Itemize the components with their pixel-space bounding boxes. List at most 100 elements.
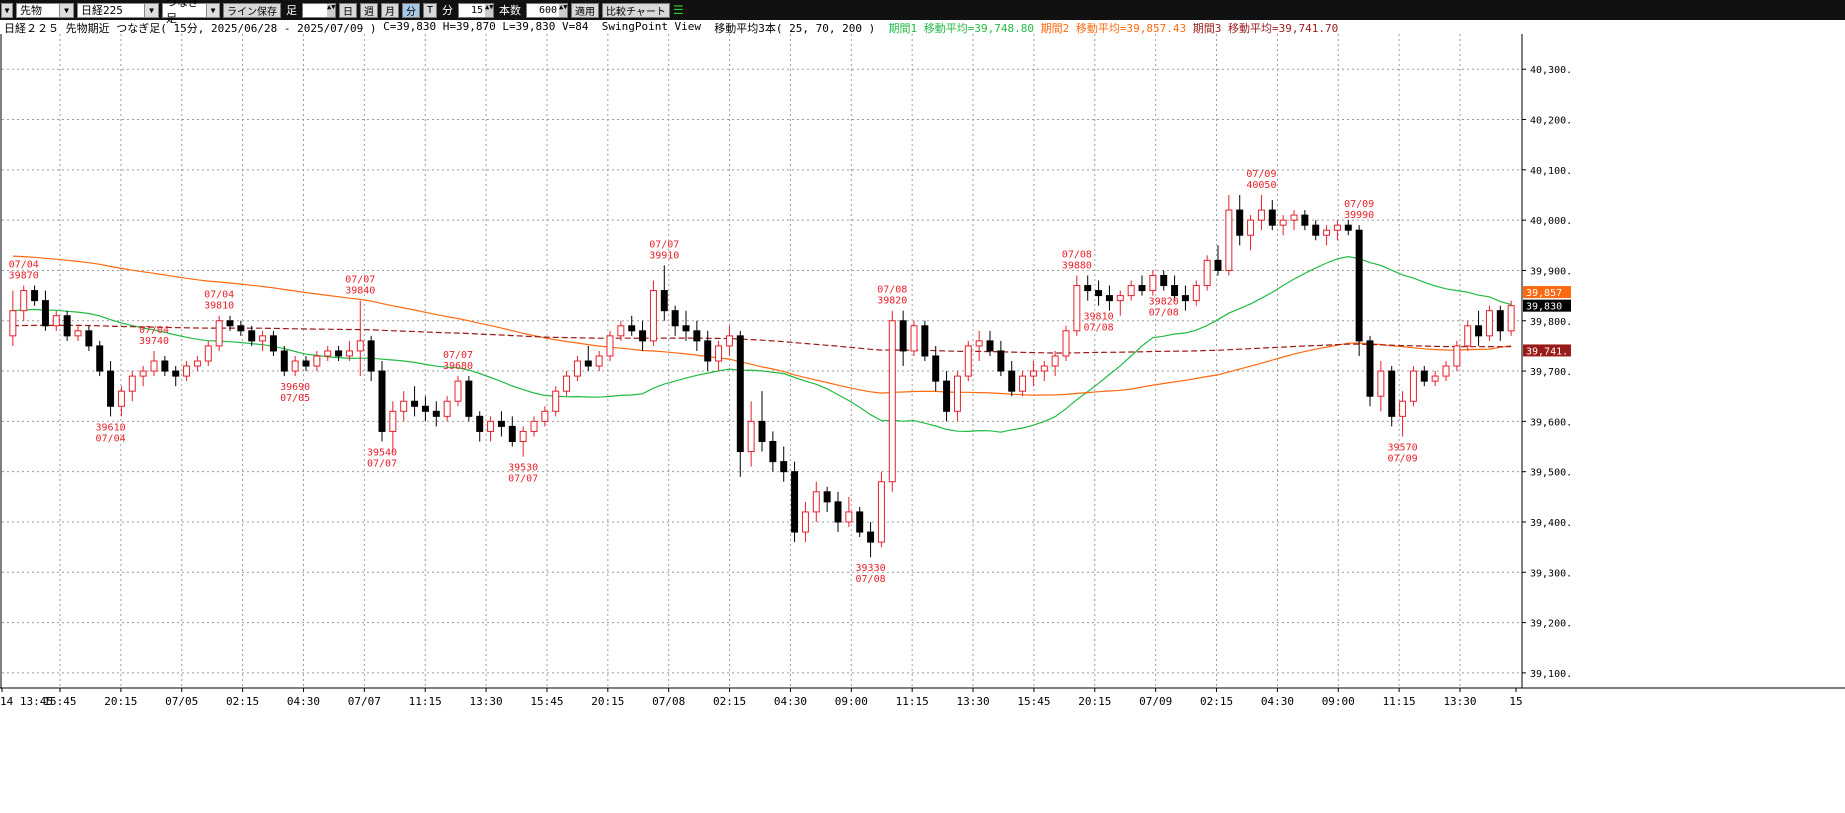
candle-body [443,400,451,417]
bar-spinner[interactable]: ▲▼ [302,2,336,18]
x-tick-label: 02:15 [1200,695,1233,708]
candle-body [573,360,581,377]
save-line-button[interactable]: ライン保存 [223,2,281,18]
menu-lines-icon[interactable]: ☰ [672,3,684,17]
y-tick-label: 39,700. [1530,367,1572,378]
candle-body [986,340,994,352]
candle-body [1019,375,1027,392]
candle-body [747,420,755,453]
candle-body [226,320,234,327]
candle-body [1084,285,1092,292]
candle-body [628,325,636,332]
swing-label-line2: 39990 [1344,210,1374,221]
candle-body [649,290,657,342]
candle-body [1073,285,1081,332]
month-button[interactable]: 月 [381,2,399,18]
candle-body [563,375,571,392]
candle-body [801,511,809,533]
compare-chart-button[interactable]: 比較チャート [602,2,670,18]
interval-input[interactable]: 15 ▲▼ [458,2,495,18]
x-tick-label: 13:30 [956,695,989,708]
swing-label-line2: 39680 [443,361,473,372]
candle-body [150,360,158,372]
market-select[interactable]: ▼ [1,2,13,18]
candle-body [1171,285,1179,297]
week-button[interactable]: 週 [360,2,378,18]
candle-body [465,380,473,417]
candle-body [899,320,907,352]
day-button[interactable]: 日 [339,2,357,18]
candle-body [671,310,679,327]
chevron-down-icon: ▼ [144,3,158,17]
candle-body [530,420,538,432]
apply-button[interactable]: 適用 [571,2,600,18]
bars-input[interactable]: 600 ▲▼ [526,2,569,18]
price-tag-label: 39,857 [1526,288,1562,299]
candle-body [1116,295,1124,302]
candle-body [1431,375,1439,382]
swing-label-line1: 39530 [508,463,538,474]
x-tick-label: 07/07 [348,695,381,708]
candle-body [324,350,332,357]
symbol-dropdown[interactable]: 日経225 ▼ [77,2,159,18]
market-dropdown[interactable]: 先物 ▼ [16,2,74,18]
candle-body [356,340,364,352]
x-tick-label: 04:30 [1261,695,1294,708]
candle-body [161,360,169,372]
y-tick-label: 40,300. [1530,65,1572,76]
y-tick-label: 39,200. [1530,619,1572,630]
ma1-readout: 期間1 移動平均=39,748.80 [875,22,1034,35]
candle-body [117,390,125,407]
candle-body [454,380,462,402]
bottom-blank-area [0,713,1845,813]
spinner-arrows-icon[interactable]: ▲▼ [485,3,493,17]
bars-label: 本数 [499,4,522,17]
candle-body [1008,370,1016,392]
candle-body [335,350,343,357]
chart-type-dropdown[interactable]: つなぎ足 ▼ [162,0,220,25]
swing-label-line1: 07/08 [1062,249,1092,260]
candle-body [1138,285,1146,292]
swing-label-line2: 40050 [1246,180,1276,191]
x-tick-label: 07/05 [165,695,198,708]
candle-body [791,471,799,533]
y-tick-label: 39,900. [1530,266,1572,277]
candle-body [856,511,864,533]
x-tick-label: 11:15 [896,695,929,708]
y-tick-label: 40,000. [1530,216,1572,227]
x-tick-label: 15 [1509,695,1522,708]
ma3-readout: 期間3 移動平均=39,741.70 [1186,22,1339,35]
swing-label-line2: 07/04 [96,433,126,444]
x-tick-label: 15:45 [530,695,563,708]
chart-grid [0,34,1845,689]
spinner-arrows-icon[interactable]: ▲▼ [559,3,567,17]
minute-button[interactable]: 分 [402,2,420,18]
swing-label-line2: 39910 [649,250,679,261]
candle-body [411,400,419,407]
minute-label: 分 [442,4,454,17]
swing-label-line1: 07/04 [9,260,39,271]
candlestick-chart[interactable]: 07/04398703961007/0407/043974007/0439810… [0,34,1845,713]
candle-body [845,511,853,523]
candle-body [508,425,516,442]
candle-body [237,325,245,332]
spinner-arrows-icon[interactable]: ▲▼ [327,3,335,17]
swing-label-line1: 39540 [367,447,397,458]
swing-label-line2: 07/05 [280,393,310,404]
ma-settings-label: 移動平均3本( 25, 70, 200 ) [701,22,876,35]
x-tick-label: 11:15 [1383,695,1416,708]
candle-body [541,410,549,422]
candle-body [921,325,929,357]
candle-body [20,290,28,312]
x-tick-label: 04:30 [774,695,807,708]
candle-body [1181,295,1189,302]
candle-body [953,375,961,412]
candle-body [41,300,49,327]
swing-label-line2: 07/08 [856,574,886,585]
candle-body [1192,285,1200,302]
tick-button[interactable]: T [423,2,438,18]
candle-body [378,370,386,432]
candle-body [204,345,212,362]
chevron-down-icon: ▼ [2,3,12,17]
x-tick-label: 13:30 [470,695,503,708]
